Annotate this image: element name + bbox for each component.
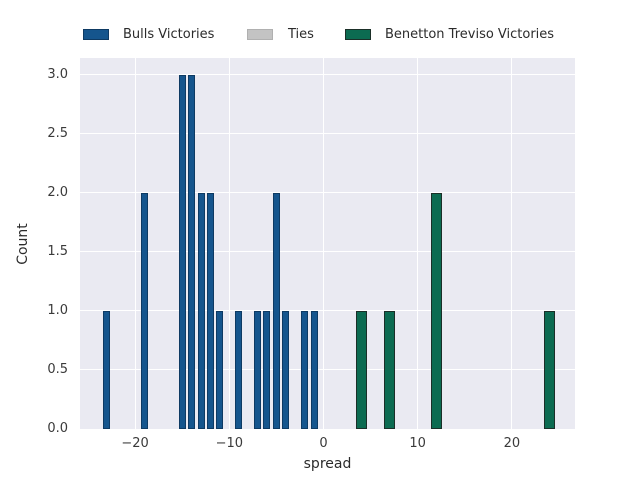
bar xyxy=(282,310,290,429)
bar xyxy=(216,310,224,429)
bar xyxy=(310,310,318,429)
bar xyxy=(235,310,243,429)
bar xyxy=(206,192,214,429)
bar xyxy=(178,74,186,429)
v-gridline xyxy=(134,58,136,429)
bar xyxy=(355,310,367,429)
v-gridline xyxy=(417,58,419,429)
y-tick-label: 2.5 xyxy=(47,125,68,141)
x-tick-label: 20 xyxy=(503,436,521,451)
x-tick-label: −10 xyxy=(215,436,244,451)
bar xyxy=(263,310,271,429)
legend-label-bulls: Bulls Victories xyxy=(123,27,215,42)
h-gridline xyxy=(80,251,575,253)
h-gridline xyxy=(80,428,575,430)
y-tick-label: 0.0 xyxy=(47,421,68,436)
v-gridline xyxy=(228,58,230,429)
y-tick-label: 0.5 xyxy=(47,361,68,377)
x-tick-label: −20 xyxy=(121,436,149,451)
y-tick-label: 2.0 xyxy=(47,184,68,200)
y-tick-label: 1.5 xyxy=(47,243,68,259)
legend-label-ties: Ties xyxy=(288,27,314,42)
bar xyxy=(103,310,111,429)
y-tick-label: 3.0 xyxy=(47,66,68,82)
bar xyxy=(272,192,280,429)
v-gridline xyxy=(322,58,324,429)
benetton-swatch-icon xyxy=(345,29,371,40)
h-gridline xyxy=(80,74,575,76)
bulls-swatch-icon xyxy=(83,29,109,40)
bar xyxy=(141,192,149,429)
v-gridline xyxy=(511,58,513,429)
bar xyxy=(254,310,262,429)
h-gridline xyxy=(80,369,575,371)
bar xyxy=(197,192,205,429)
y-tick-label: 1.0 xyxy=(47,302,68,318)
x-tick-label: 0 xyxy=(319,436,328,451)
bar xyxy=(383,310,395,429)
bar xyxy=(544,310,556,429)
h-gridline xyxy=(80,133,575,135)
bar xyxy=(301,310,309,429)
y-axis-label: Count xyxy=(15,223,31,265)
x-tick-label: 10 xyxy=(409,436,426,451)
plot-area xyxy=(80,58,575,430)
h-gridline xyxy=(80,192,575,194)
h-gridline xyxy=(80,310,575,312)
legend-label-benetton: Benetton Treviso Victories xyxy=(385,27,555,42)
x-axis-label: spread xyxy=(303,456,352,472)
bar xyxy=(431,192,443,429)
bar xyxy=(188,74,196,429)
ties-swatch-icon xyxy=(247,29,273,40)
